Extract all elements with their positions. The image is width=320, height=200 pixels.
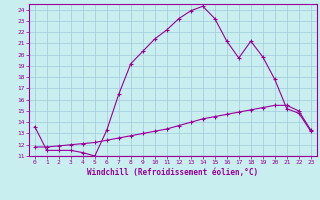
- X-axis label: Windchill (Refroidissement éolien,°C): Windchill (Refroidissement éolien,°C): [87, 168, 258, 177]
